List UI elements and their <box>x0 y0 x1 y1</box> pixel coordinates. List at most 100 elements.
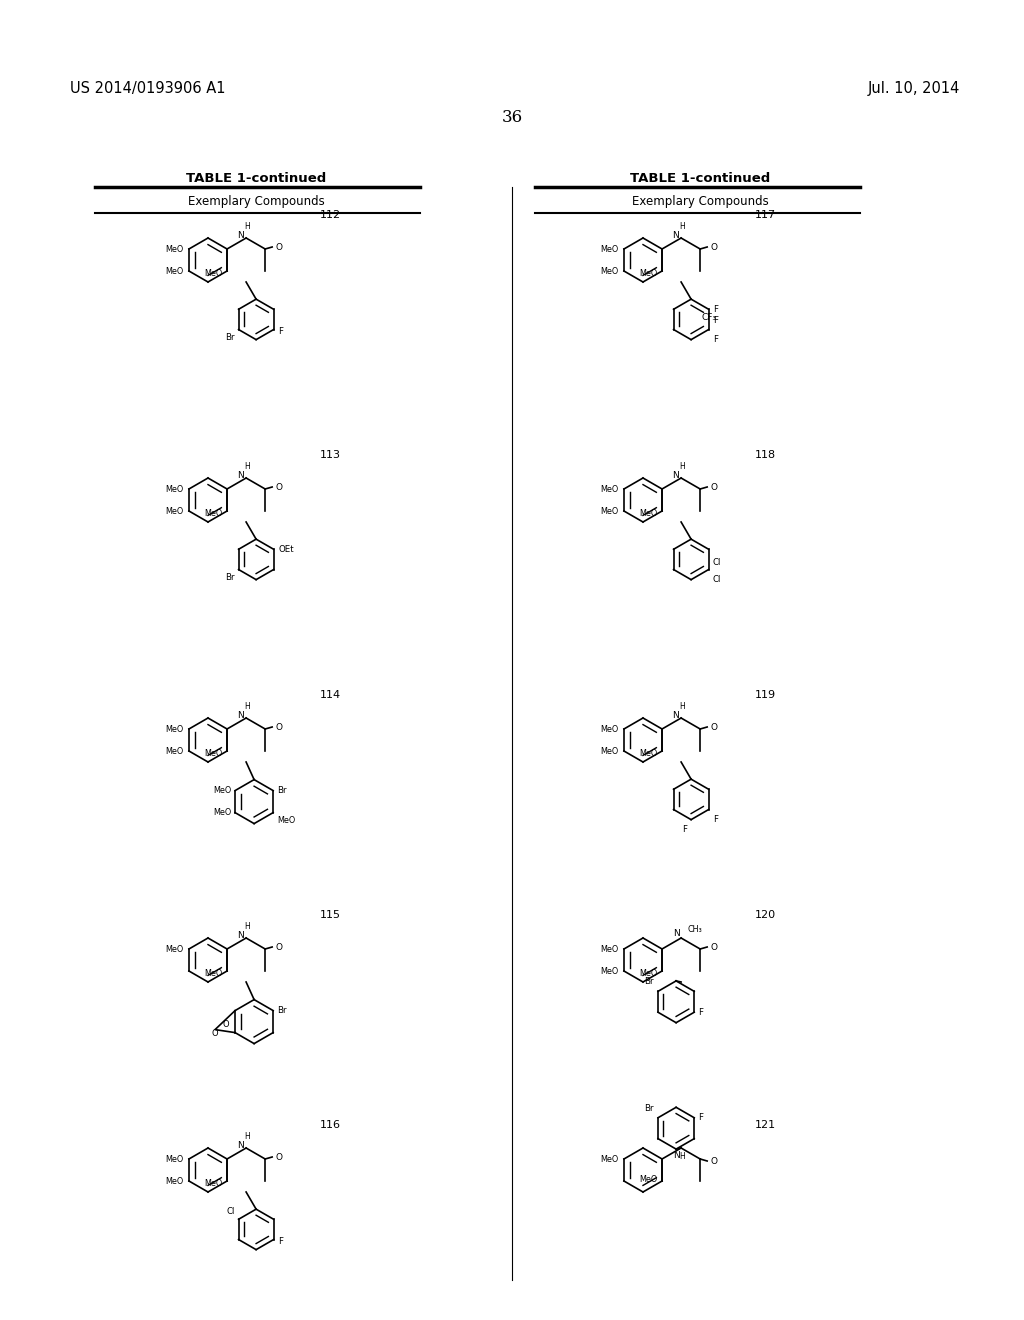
Text: O: O <box>711 483 717 491</box>
Text: MeO: MeO <box>204 969 222 978</box>
Text: Exemplary Compounds: Exemplary Compounds <box>187 195 325 209</box>
Text: Br: Br <box>225 333 234 342</box>
Text: O: O <box>711 942 717 952</box>
Text: N: N <box>237 710 244 719</box>
Text: Cl: Cl <box>713 574 721 583</box>
Text: F: F <box>682 825 687 834</box>
Text: F: F <box>713 315 718 325</box>
Text: N: N <box>672 710 679 719</box>
Text: MeO: MeO <box>601 267 618 276</box>
Text: 121: 121 <box>755 1119 776 1130</box>
Text: O: O <box>711 243 717 252</box>
Text: MeO: MeO <box>166 1176 184 1185</box>
Text: MeO: MeO <box>204 1179 222 1188</box>
Text: MeO: MeO <box>166 1155 184 1163</box>
Text: H: H <box>679 222 685 231</box>
Text: O: O <box>275 483 283 491</box>
Text: O: O <box>275 1152 283 1162</box>
Text: 116: 116 <box>319 1119 341 1130</box>
Text: H: H <box>245 222 250 231</box>
Text: O: O <box>275 722 283 731</box>
Text: US 2014/0193906 A1: US 2014/0193906 A1 <box>70 81 225 95</box>
Text: Br: Br <box>278 787 287 795</box>
Text: MeO: MeO <box>213 787 231 795</box>
Text: N: N <box>672 231 679 239</box>
Text: N: N <box>237 931 244 940</box>
Text: Cl: Cl <box>226 1208 234 1216</box>
Text: O: O <box>711 722 717 731</box>
Text: MeO: MeO <box>166 484 184 494</box>
Text: 114: 114 <box>319 690 341 700</box>
Text: MeO: MeO <box>166 507 184 516</box>
Text: MeO: MeO <box>639 969 657 978</box>
Text: N: N <box>237 470 244 479</box>
Text: Br: Br <box>278 1006 287 1015</box>
Text: MeO: MeO <box>601 966 618 975</box>
Text: F: F <box>713 814 718 824</box>
Text: TABLE 1-continued: TABLE 1-continued <box>630 172 770 185</box>
Text: MeO: MeO <box>639 268 657 277</box>
Text: TABLE 1-continued: TABLE 1-continued <box>186 172 326 185</box>
Text: MeO: MeO <box>639 748 657 758</box>
Text: O: O <box>212 1030 218 1038</box>
Text: O: O <box>275 942 283 952</box>
Text: 112: 112 <box>319 210 341 220</box>
Text: MeO: MeO <box>601 725 618 734</box>
Text: 36: 36 <box>502 108 522 125</box>
Text: F: F <box>698 1113 703 1122</box>
Text: N: N <box>673 1151 680 1160</box>
Text: OEt: OEt <box>279 545 294 554</box>
Text: H: H <box>245 921 250 931</box>
Text: 113: 113 <box>319 450 341 459</box>
Text: H: H <box>245 1133 250 1140</box>
Text: N: N <box>237 231 244 239</box>
Text: N: N <box>672 470 679 479</box>
Text: 115: 115 <box>319 909 341 920</box>
Text: MeO: MeO <box>278 816 295 825</box>
Text: MeO: MeO <box>601 507 618 516</box>
Text: MeO: MeO <box>204 508 222 517</box>
Text: MeO: MeO <box>639 508 657 517</box>
Text: Exemplary Compounds: Exemplary Compounds <box>632 195 768 209</box>
Text: MeO: MeO <box>601 484 618 494</box>
Text: O: O <box>275 243 283 252</box>
Text: Cl: Cl <box>713 557 721 566</box>
Text: H: H <box>245 702 250 711</box>
Text: MeO: MeO <box>166 267 184 276</box>
Text: MeO: MeO <box>601 244 618 253</box>
Text: CH₃: CH₃ <box>687 924 701 933</box>
Text: H: H <box>679 702 685 711</box>
Text: 118: 118 <box>755 450 776 459</box>
Text: MeO: MeO <box>601 747 618 755</box>
Text: F: F <box>278 327 283 337</box>
Text: Jul. 10, 2014: Jul. 10, 2014 <box>867 81 961 95</box>
Text: MeO: MeO <box>166 945 184 953</box>
Text: N: N <box>673 928 680 937</box>
Text: H: H <box>679 1152 685 1162</box>
Text: O: O <box>711 1158 717 1167</box>
Text: Br: Br <box>644 1104 654 1113</box>
Text: Br: Br <box>644 977 654 986</box>
Text: F: F <box>278 1237 283 1246</box>
Text: F: F <box>713 305 718 314</box>
Text: MeO: MeO <box>213 808 231 817</box>
Text: Br: Br <box>225 573 234 582</box>
Text: MeO: MeO <box>166 747 184 755</box>
Text: MeO: MeO <box>601 1155 618 1163</box>
Text: 117: 117 <box>755 210 776 220</box>
Text: MeO: MeO <box>204 268 222 277</box>
Text: MeO: MeO <box>204 748 222 758</box>
Text: MeO: MeO <box>601 945 618 953</box>
Text: N: N <box>237 1140 244 1150</box>
Text: H: H <box>245 462 250 471</box>
Text: H: H <box>679 462 685 471</box>
Text: MeO: MeO <box>166 244 184 253</box>
Text: CF₃: CF₃ <box>702 313 717 322</box>
Text: F: F <box>713 334 718 343</box>
Text: 119: 119 <box>755 690 776 700</box>
Text: MeO: MeO <box>166 725 184 734</box>
Text: O: O <box>222 1020 228 1030</box>
Text: MeO: MeO <box>639 1175 657 1184</box>
Text: F: F <box>698 1007 703 1016</box>
Text: 120: 120 <box>755 909 776 920</box>
